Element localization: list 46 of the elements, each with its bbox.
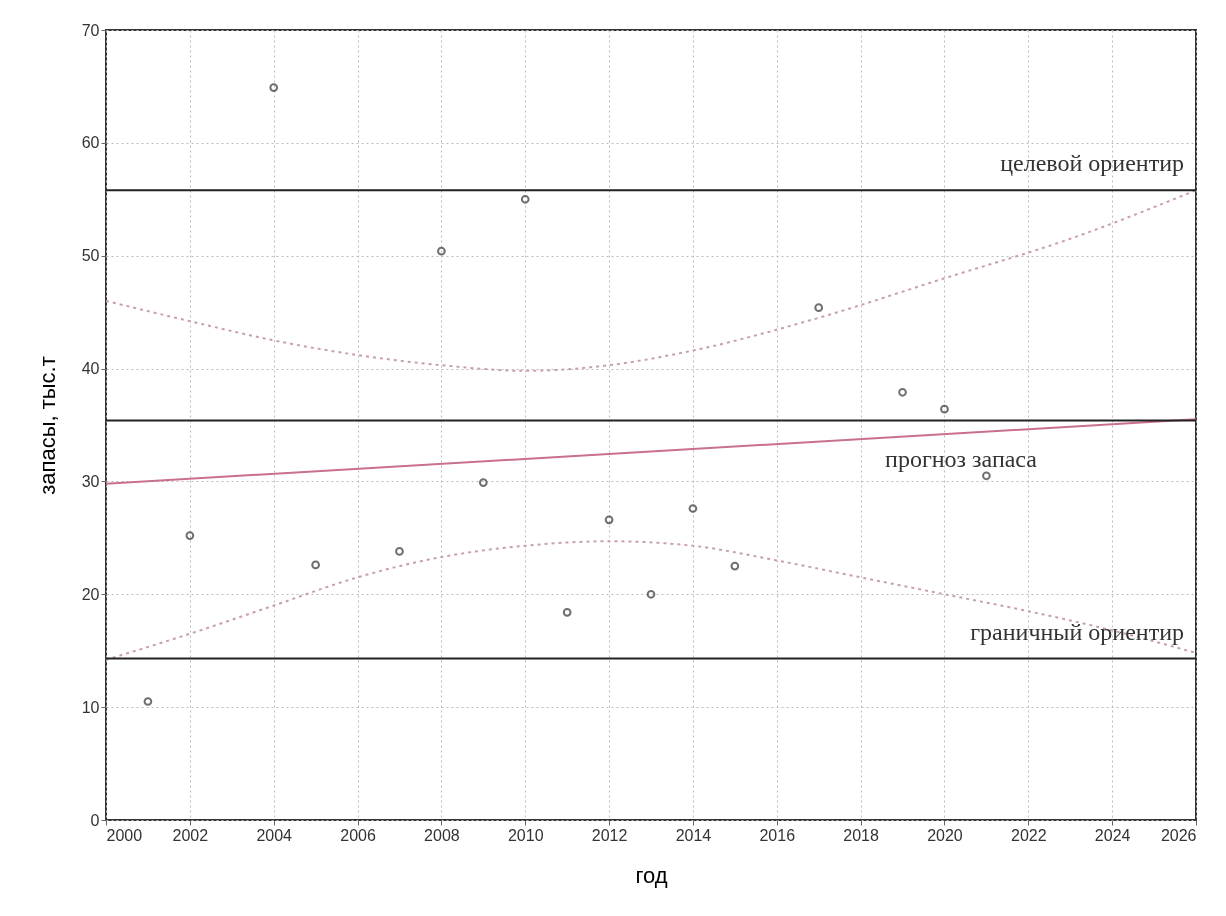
x-tick-label: 2002 [172,826,209,844]
ref-line-label: граничный ориентир [970,618,1184,645]
point [730,561,740,571]
y-tick-label: 70 [81,21,100,39]
x-tick-label: 2012 [591,826,628,844]
line-series [105,540,1197,661]
point [940,404,949,414]
x-tick-label: 2008 [424,826,460,844]
x-tick-label: 2014 [675,826,712,844]
point [814,303,824,312]
point [646,589,656,599]
x-tick-label: 2020 [927,826,963,844]
x-tick-label: 2018 [843,826,880,844]
point [478,478,488,487]
ref-line-label: целевой ориентир [1000,150,1184,177]
x-tick-label: 2022 [1011,826,1047,844]
point [604,515,614,525]
point [311,560,320,570]
y-tick-label: 20 [81,585,100,603]
y-tick-label: 30 [81,472,100,490]
point [185,531,195,540]
point [520,194,530,204]
y-tick-label: 50 [81,247,100,265]
x-tick-label: 2026 [1160,826,1197,844]
x-tick-label: 2004 [256,826,293,844]
point [269,83,279,92]
y-tick-label: 10 [81,698,100,716]
y-axis-title: запасы, тыс.т [34,356,60,495]
y-tick-label: 0 [90,811,100,829]
point [437,246,446,256]
point [688,504,698,513]
point [898,387,907,397]
x-tick-label: 2006 [340,826,376,844]
x-axis-title: год [635,862,668,888]
point [143,697,153,706]
annotation: прогноз запаса [885,446,1038,472]
y-tick-label: 60 [81,134,100,152]
point [395,547,404,556]
point [982,471,991,481]
x-tick-label: 2010 [507,826,544,844]
point [562,608,572,617]
line-series [105,189,1197,372]
y-tick-label: 40 [81,360,100,378]
x-tick-label: 2016 [759,826,796,844]
x-tick-label: 2024 [1094,826,1131,844]
x-tick-label: 2000 [106,826,143,844]
